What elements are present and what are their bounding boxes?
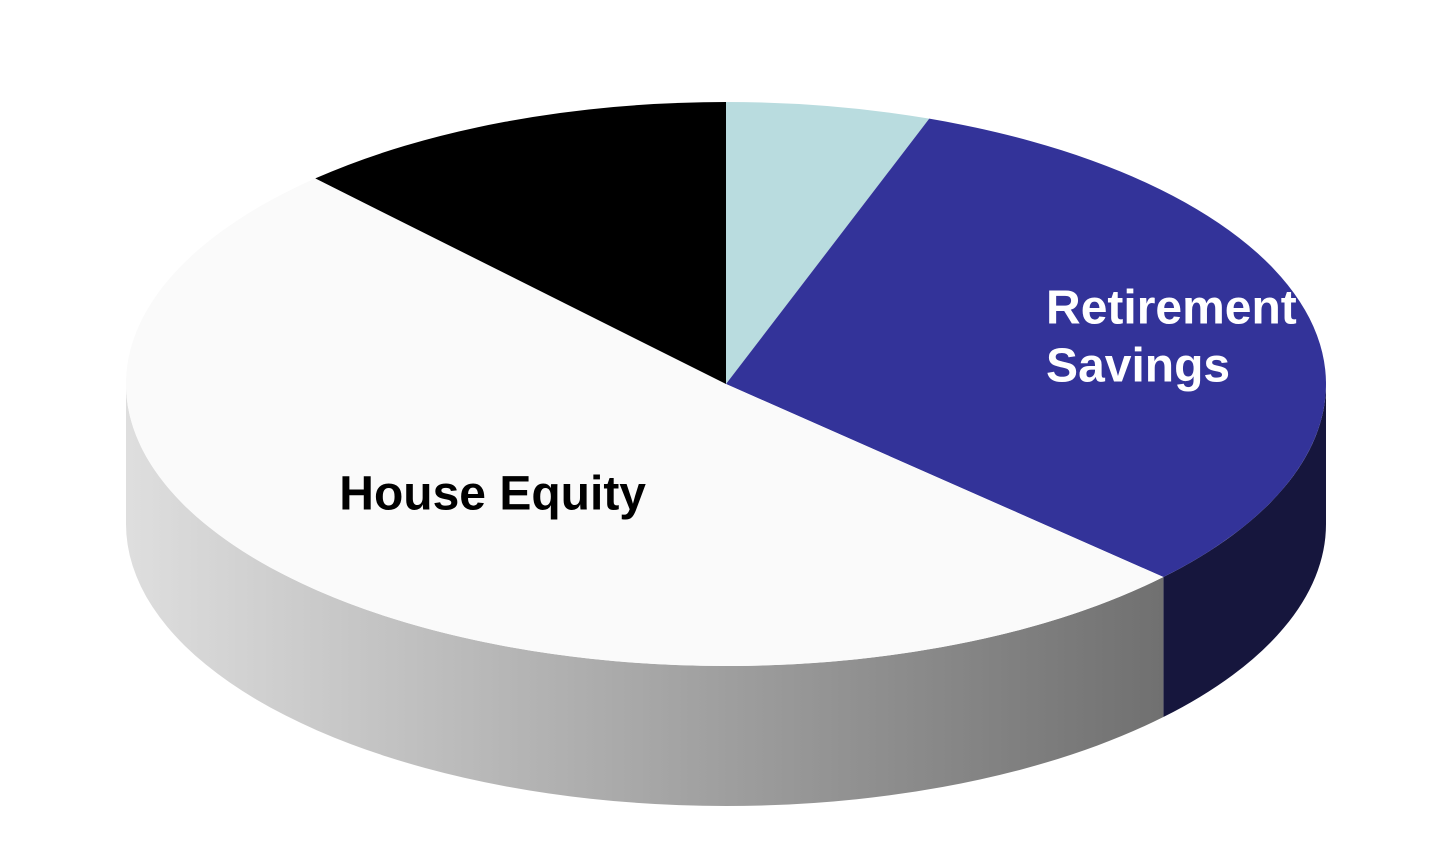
pie-side-1 bbox=[1163, 384, 1326, 718]
pie-slice-2 bbox=[125, 178, 1164, 667]
pie-side-walls bbox=[126, 384, 1326, 806]
pie-slice-1 bbox=[726, 118, 1326, 578]
pie-label-1: Retirement Savings bbox=[1046, 282, 1297, 393]
pie-side-2 bbox=[126, 384, 1164, 806]
pie-slice-0 bbox=[726, 102, 930, 384]
pie-slice-3 bbox=[315, 102, 726, 384]
pie-labels: Retirement Savings House Equity bbox=[339, 282, 1297, 521]
pie-label-2: House Equity bbox=[339, 468, 646, 521]
pie-top-faces bbox=[125, 102, 1326, 667]
